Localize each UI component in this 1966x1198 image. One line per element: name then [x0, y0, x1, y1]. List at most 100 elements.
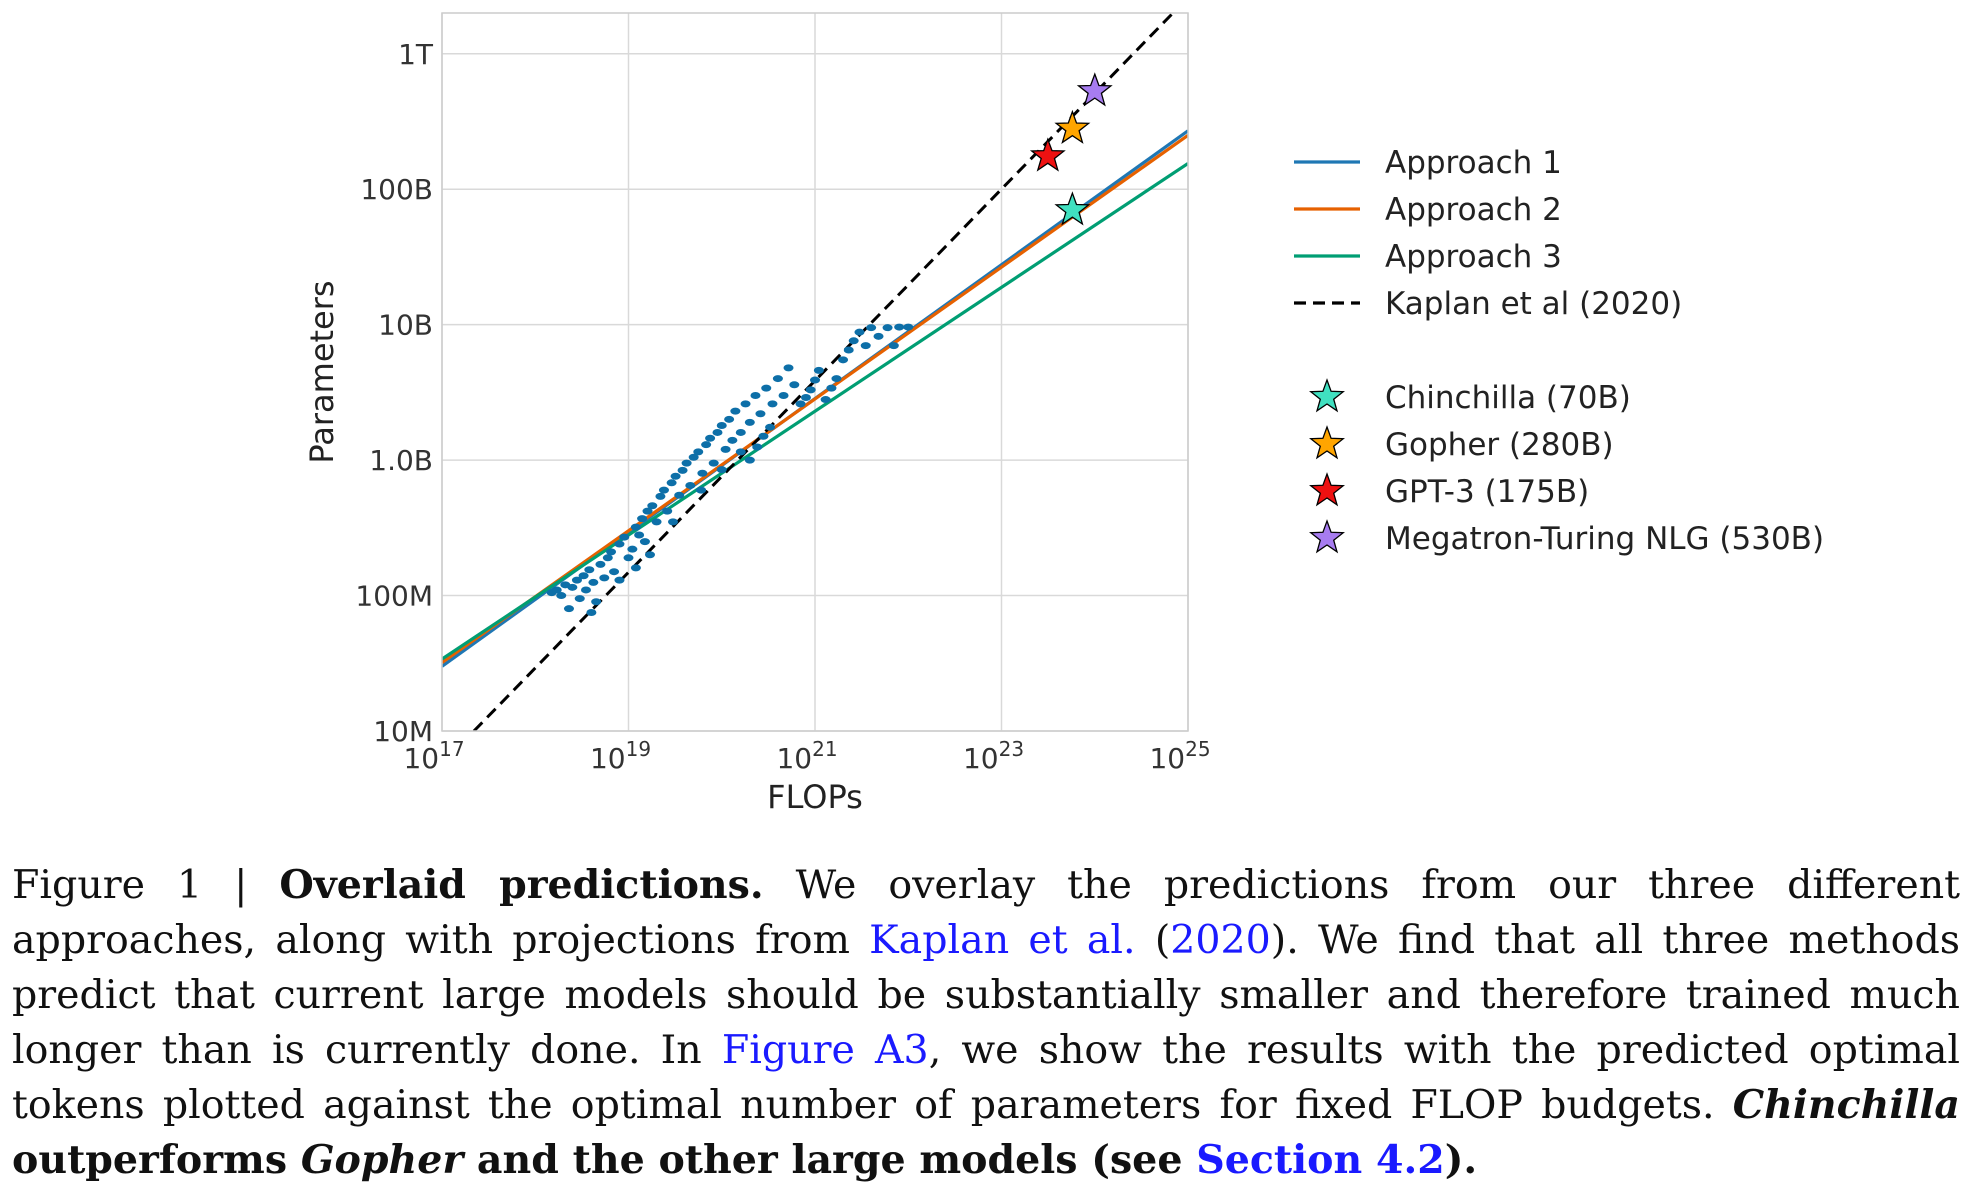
scatter-point	[630, 564, 641, 572]
scatter-point	[578, 572, 589, 580]
scatter-point	[826, 384, 837, 392]
scatter-point	[670, 472, 681, 480]
y-tick-label: 1T	[398, 38, 434, 71]
y-tick-label: 10B	[378, 309, 433, 342]
scatter-point	[642, 507, 653, 515]
section-4-2-link[interactable]: Section 4.2	[1196, 1137, 1445, 1183]
legend-label-approach-3: Approach 3	[1385, 239, 1562, 275]
caption-text-3: , we show the results with the predicted…	[12, 1027, 1961, 1128]
x-tick-base: 10	[1149, 742, 1185, 775]
series-line-approach-3	[442, 162, 1188, 661]
scatter-point	[688, 453, 699, 461]
star-marker-megatron-turing-nlg-530b	[1076, 72, 1113, 107]
figure-container: 1017 1019 1021 1023 1025 10M 100M 1.0B 10B 100B 1…	[303, 12, 1824, 816]
scatter-point	[843, 346, 854, 354]
scatter-point	[740, 400, 751, 408]
scatter-point	[720, 445, 731, 453]
scatter-point	[820, 396, 831, 404]
scatter-point	[674, 491, 685, 499]
legend-label-approach-1: Approach 1	[1385, 145, 1562, 181]
x-tick-label: 1023	[963, 737, 1024, 775]
x-tick-label: 1021	[776, 737, 837, 775]
x-tick-exponent: 23	[999, 737, 1024, 761]
scatter-point	[882, 324, 893, 332]
scatter-point	[614, 540, 625, 548]
legend-swatch-gpt-3-175b	[1309, 472, 1345, 507]
scatter-point	[724, 415, 735, 423]
scatter-point	[813, 366, 824, 374]
scatter-point	[730, 407, 741, 415]
x-tick-label: 1019	[590, 737, 651, 775]
plot-frame	[441, 12, 1189, 732]
scatter-point	[767, 400, 778, 408]
caption-text-1: We overlay the predictions from our thre…	[12, 862, 1961, 963]
scatter-point	[609, 568, 620, 576]
scatter-points	[546, 323, 914, 616]
scatter-point	[599, 574, 610, 582]
scatter-point	[716, 466, 727, 474]
kaplan-citation-link[interactable]: Kaplan et al.	[869, 917, 1136, 963]
scatter-point	[667, 518, 678, 526]
scatter-point	[708, 459, 719, 467]
scatter-point	[619, 533, 630, 541]
kaplan-year-link[interactable]: 2020	[1170, 917, 1271, 963]
scatter-point	[712, 428, 723, 436]
scatter-point	[662, 507, 673, 515]
scatter-point	[789, 381, 800, 389]
scatter-point	[571, 576, 582, 584]
scatter-point	[888, 342, 899, 350]
caption-bold-mid: outperforms	[12, 1137, 301, 1183]
figure-label: Figure 1 |	[12, 862, 280, 908]
scatter-point	[716, 422, 727, 430]
y-tick-label: 100M	[355, 580, 433, 613]
scatter-point	[580, 586, 591, 594]
scatter-point	[831, 375, 842, 383]
y-tick-labels: 10M 100M 1.0B 10B 100B 1T	[355, 38, 434, 748]
star-marker-chinchilla-70b	[1054, 191, 1091, 226]
scatter-point	[655, 492, 666, 500]
scatter-point	[685, 481, 696, 489]
model-markers	[1029, 72, 1113, 226]
scatter-point	[627, 545, 638, 553]
scatter-point	[584, 566, 595, 574]
legend-swatch-gopher-280b	[1309, 425, 1345, 460]
legend-label-chinchilla-70b: Chinchilla (70B)	[1385, 380, 1631, 416]
scatter-point	[752, 443, 763, 451]
chinchilla-name: Chinchilla	[1732, 1082, 1960, 1128]
scatter-point	[591, 598, 602, 606]
scatter-point	[783, 364, 794, 372]
legend-swatch-chinchilla-70b	[1309, 378, 1345, 413]
scatter-point	[623, 554, 634, 562]
scatter-point	[630, 523, 641, 531]
y-tick-label: 1.0B	[369, 444, 433, 477]
figure-a3-link[interactable]: Figure A3	[721, 1027, 929, 1073]
scatter-point	[551, 586, 562, 594]
legend-swatch-megatron-turing-nlg-530b	[1309, 519, 1345, 554]
x-tick-label: 1025	[1149, 737, 1210, 775]
scatter-point	[681, 459, 692, 467]
scatter-point	[873, 332, 884, 340]
legend-label-approach-2: Approach 2	[1385, 192, 1562, 228]
x-tick-exponent: 25	[1185, 737, 1210, 761]
scatter-point	[854, 328, 865, 336]
scatter-point	[838, 356, 849, 364]
scatter-point	[755, 410, 766, 418]
scatter-point	[848, 337, 859, 345]
scatter-point	[727, 436, 738, 444]
x-tick-base: 10	[963, 742, 999, 775]
scatter-point	[765, 423, 776, 431]
legend-label-megatron-turing-nlg-530b: Megatron-Turing NLG (530B)	[1385, 521, 1824, 557]
scatter-point	[602, 554, 613, 562]
scatter-point	[750, 391, 761, 399]
scatter-point	[758, 432, 769, 440]
x-tick-base: 10	[403, 742, 439, 775]
scatter-point	[866, 324, 877, 332]
legend-label-gpt-3-175b: GPT-3 (175B)	[1385, 474, 1589, 510]
x-tick-exponent: 21	[812, 737, 837, 761]
y-tick-label: 100B	[360, 173, 433, 206]
scatter-point	[556, 592, 567, 600]
x-tick-exponent: 19	[626, 737, 651, 761]
caption-title: Overlaid predictions.	[279, 862, 764, 908]
scatter-point	[772, 375, 783, 383]
chart: 1017 1019 1021 1023 1025 10M100M1.0B10B100B1…	[303, 12, 1824, 816]
